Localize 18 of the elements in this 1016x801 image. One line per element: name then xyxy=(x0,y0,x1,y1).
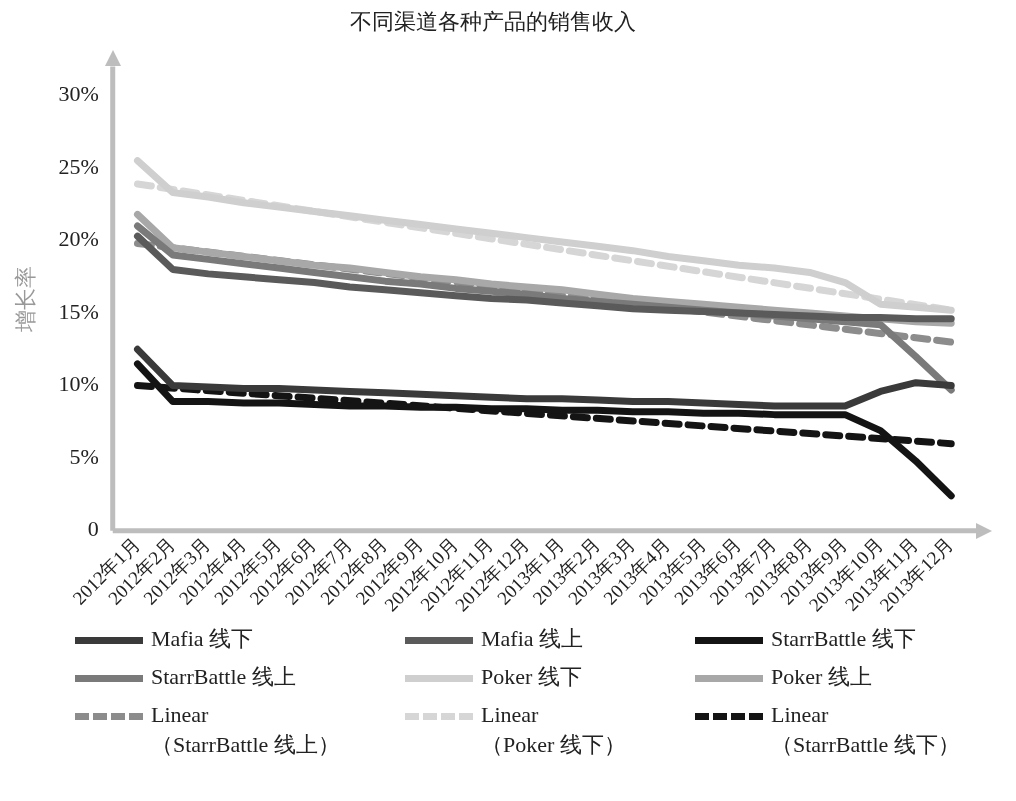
legend-label: StarrBattle 线上 xyxy=(151,663,296,691)
y-tick-label: 20% xyxy=(58,226,99,252)
legend-label: Poker 线上 xyxy=(771,663,872,691)
y-tick-label: 0 xyxy=(87,516,99,542)
y-tick-label: 25% xyxy=(58,153,99,179)
y-axis-title: 增长率 xyxy=(12,265,38,333)
y-tick-label: 5% xyxy=(69,443,99,469)
legend-label: Mafia 线下 xyxy=(151,625,254,653)
y-tick-label: 15% xyxy=(58,298,99,324)
y-tick-label: 30% xyxy=(58,81,99,107)
legend-label: StarrBattle 线下 xyxy=(771,625,916,653)
legend-label: Linear （StarrBattle 线上） xyxy=(151,701,340,759)
legend-label: Mafia 线上 xyxy=(481,625,584,653)
legend-label: Poker 线下 xyxy=(481,663,582,691)
chart-title: 不同渠道各种产品的销售收入 xyxy=(350,8,636,34)
legend-label: Linear （StarrBattle 线下） xyxy=(771,701,960,759)
y-tick-label: 10% xyxy=(58,371,99,397)
legend-label: Linear （Poker 线下） xyxy=(481,701,626,759)
